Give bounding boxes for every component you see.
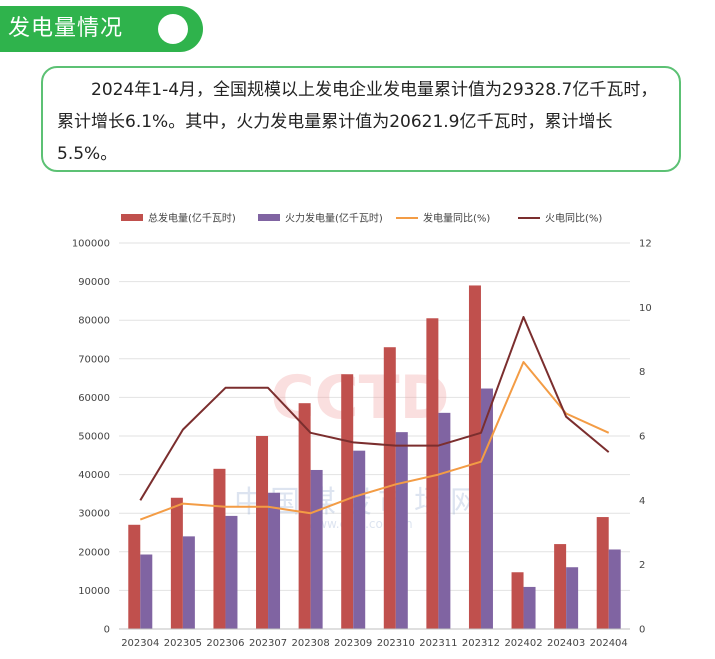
legend-label: 总发电量(亿千瓦时) (148, 212, 236, 225)
x-tick-label: 202308 (292, 638, 330, 649)
bar-total (596, 517, 609, 629)
bar-thermal (395, 432, 408, 629)
x-tick-label: 202304 (121, 638, 159, 649)
x-tick-label: 202402 (504, 638, 542, 649)
circle-icon (158, 14, 188, 44)
bar-total (341, 374, 354, 629)
y-right-tick-label: 6 (639, 432, 645, 443)
chart-axes: 0 10000 20000 30000 40000 50000 60000 70000 8000… (72, 239, 652, 650)
x-tick-label: 202309 (334, 638, 372, 649)
summary-text: 2024年1-4月，全国规模以上发电企业发电量累计值为29328.7亿千瓦时，累… (57, 80, 658, 164)
y-left-tick-label: 20000 (78, 547, 110, 558)
y-right-tick-label: 4 (639, 496, 645, 507)
power-generation-chart: 总发电量(亿千瓦时) 火力发电量(亿千瓦时) 发电量同比(%) 火电同比(%) CCT… (72, 212, 652, 650)
bar-total (554, 544, 567, 629)
section-title: 发电量情况 (8, 16, 124, 41)
y-right-tick-label: 12 (639, 239, 652, 250)
bar-total (383, 347, 396, 629)
section-header: 发电量情况 (0, 6, 203, 52)
watermark-logo: CCTD (271, 363, 450, 433)
bar-thermal (310, 469, 323, 629)
legend-label: 火力发电量(亿千瓦时) (285, 212, 383, 225)
bar-thermal (438, 412, 451, 629)
y-left-tick-label: 90000 (78, 277, 110, 288)
bar-thermal (608, 549, 621, 629)
y-left-tick-label: 0 (104, 625, 110, 636)
y-left-tick-label: 80000 (78, 316, 110, 327)
x-tick-label: 202404 (590, 638, 628, 649)
legend-swatch (121, 214, 143, 221)
bar-total (298, 403, 311, 629)
chart-bars (128, 285, 621, 629)
y-left-tick-label: 50000 (78, 432, 110, 443)
line-total-yoy (139, 361, 610, 521)
x-tick-label: 202312 (462, 638, 500, 649)
bar-thermal (182, 536, 195, 629)
bar-total (256, 436, 269, 629)
legend-swatch (258, 214, 280, 221)
y-right-tick-label: 2 (639, 560, 645, 571)
y-left-tick-label: 30000 (78, 509, 110, 520)
bar-thermal (523, 586, 536, 629)
bar-thermal (480, 388, 493, 629)
line-thermal-yoy (139, 316, 610, 501)
bar-total (511, 572, 524, 629)
y-left-tick-label: 40000 (78, 470, 110, 481)
x-tick-label: 202403 (547, 638, 585, 649)
bar-thermal (268, 492, 281, 629)
y-left-tick-label: 100000 (72, 239, 110, 250)
y-left-tick-label: 60000 (78, 393, 110, 404)
bar-thermal (353, 450, 366, 629)
x-tick-label: 202311 (419, 638, 457, 649)
y-left-tick-label: 10000 (78, 586, 110, 597)
chart-legend: 总发电量(亿千瓦时) 火力发电量(亿千瓦时) 发电量同比(%) 火电同比(%) (121, 212, 602, 225)
y-right-tick-label: 8 (639, 367, 645, 378)
bar-thermal (566, 567, 579, 629)
x-tick-label: 202310 (377, 638, 415, 649)
summary-box: 2024年1-4月，全国规模以上发电企业发电量累计值为29328.7亿千瓦时，累… (41, 66, 681, 172)
bar-total (128, 524, 141, 629)
legend-label: 发电量同比(%) (423, 212, 490, 225)
bar-total (426, 318, 439, 629)
y-right-tick-label: 0 (639, 625, 645, 636)
bar-total (468, 285, 481, 629)
bar-thermal (140, 554, 153, 629)
chart-grid (119, 242, 630, 630)
chart-lines (139, 316, 610, 521)
bar-thermal (225, 515, 238, 629)
bar-total (170, 497, 183, 629)
bar-total (213, 468, 226, 629)
x-tick-label: 202307 (249, 638, 287, 649)
x-tick-label: 202305 (164, 638, 202, 649)
x-tick-label: 202306 (206, 638, 244, 649)
y-right-tick-label: 10 (639, 303, 652, 314)
legend-label: 火电同比(%) (545, 212, 602, 225)
y-left-tick-label: 70000 (78, 354, 110, 365)
